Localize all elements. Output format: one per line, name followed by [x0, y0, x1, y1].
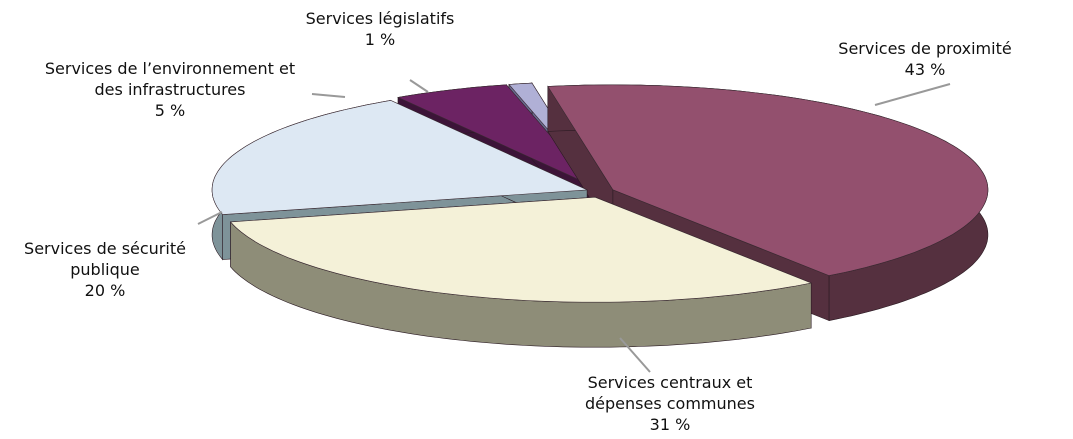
leader-line — [311, 93, 346, 98]
category-label: Services de proximité — [838, 39, 1012, 58]
slice-label: Services de proximité 43 % — [820, 38, 1030, 80]
category-label: Services de sécurité publique — [24, 239, 186, 279]
value-label: 5 % — [154, 101, 186, 120]
slice-label: Services législatifs 1 % — [280, 8, 480, 50]
slice — [229, 196, 813, 303]
slice-label: Services de sécurité publique 20 % — [0, 238, 210, 301]
category-label: Services législatifs — [305, 9, 455, 28]
leader-line — [409, 79, 429, 93]
slice — [547, 84, 989, 276]
category-label: Services de l’environnement et des infra… — [44, 59, 296, 99]
slice — [397, 84, 595, 188]
value-label: 43 % — [904, 60, 946, 79]
leader-line — [619, 337, 651, 373]
value-label: 31 % — [649, 415, 691, 434]
leader-line — [874, 83, 951, 106]
value-label: 20 % — [84, 281, 126, 300]
slice-label: Services de l’environnement et des infra… — [30, 58, 310, 121]
slice — [211, 100, 588, 215]
slice-label: Services centraux et dépenses communes 3… — [560, 372, 780, 435]
value-label: 1 % — [364, 30, 396, 49]
category-label: Services centraux et dépenses communes — [585, 373, 755, 413]
leader-line — [197, 211, 223, 225]
